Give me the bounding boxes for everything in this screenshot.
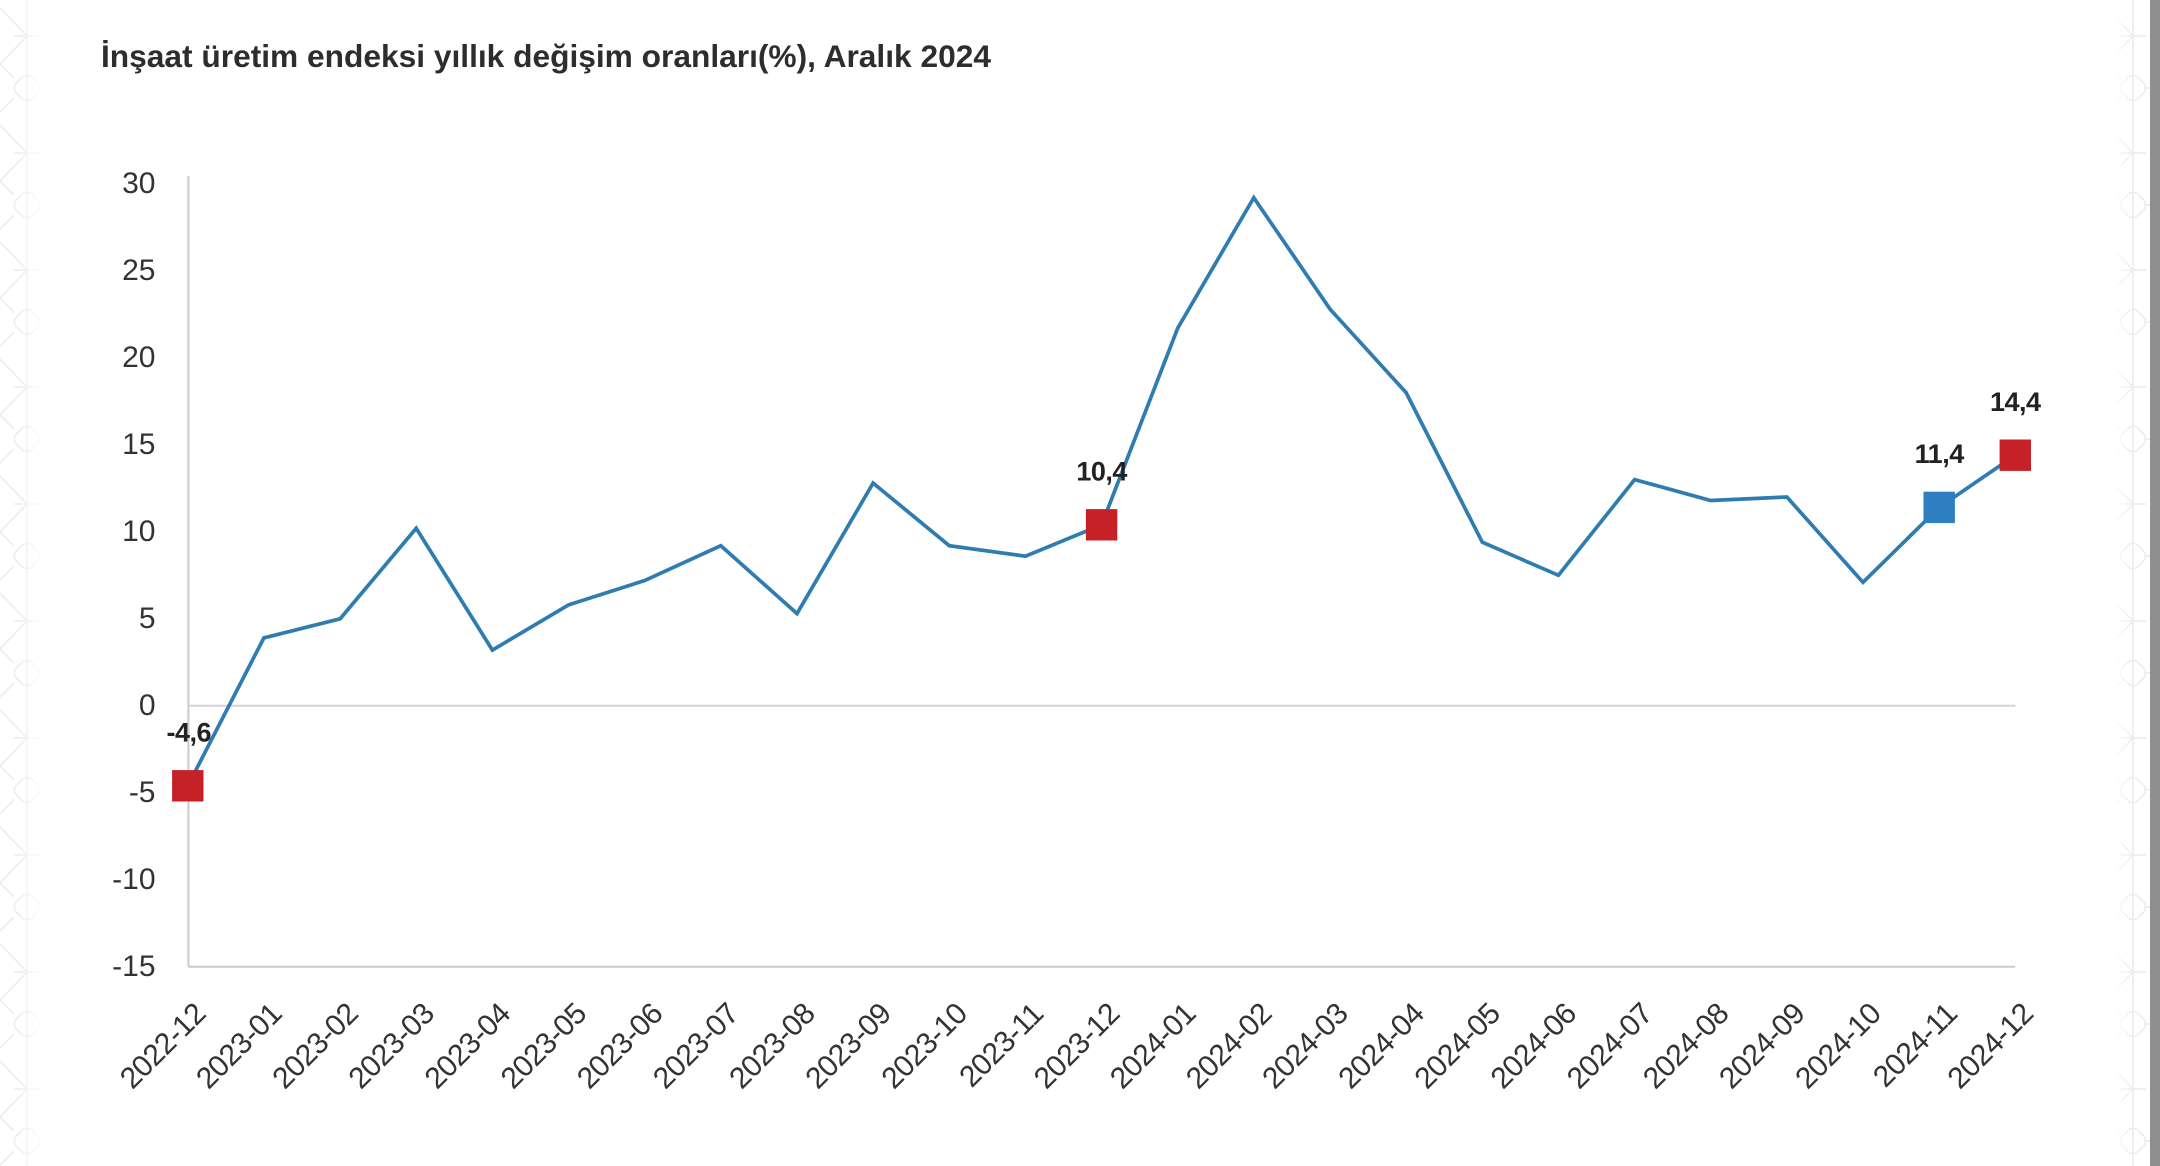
svg-text:5: 5: [139, 602, 156, 635]
svg-text:30: 30: [122, 167, 155, 200]
svg-text:14,4: 14,4: [1990, 387, 2041, 417]
svg-text:0: 0: [139, 689, 156, 722]
svg-text:15: 15: [122, 428, 155, 461]
svg-text:10: 10: [122, 515, 155, 548]
svg-text:-5: -5: [129, 776, 156, 809]
svg-text:-4,6: -4,6: [167, 718, 212, 748]
svg-text:20: 20: [122, 341, 155, 374]
svg-text:-10: -10: [112, 863, 155, 896]
svg-text:11,4: 11,4: [1915, 439, 1965, 469]
svg-text:10,4: 10,4: [1076, 457, 1127, 487]
svg-text:25: 25: [122, 254, 155, 287]
svg-text:-15: -15: [112, 950, 155, 983]
svg-text:İnşaat üretim endeksi yıllık d: İnşaat üretim endeksi yıllık değişim ora…: [101, 38, 991, 74]
